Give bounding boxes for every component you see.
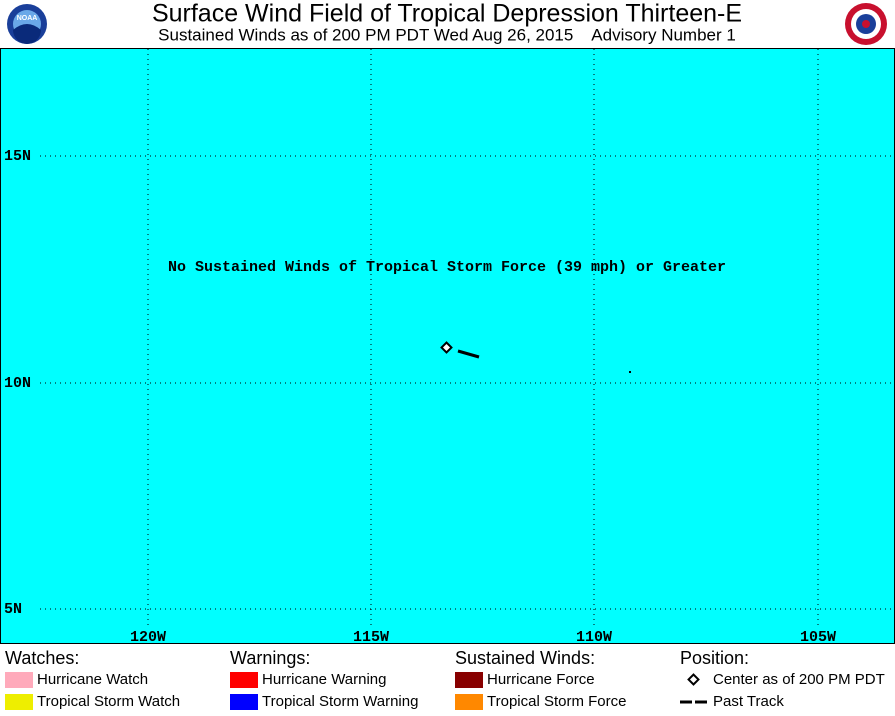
- legend-swatch: [5, 694, 33, 710]
- legend-label: Hurricane Watch: [37, 671, 148, 688]
- past-track: [457, 349, 480, 359]
- lon-label: 105W: [800, 629, 836, 646]
- track-point: [629, 371, 631, 373]
- legend-title: Watches:: [5, 648, 79, 668]
- legend-label: Hurricane Force: [487, 671, 595, 688]
- lon-label: 110W: [576, 629, 612, 646]
- svg-text:NOAA: NOAA: [17, 15, 38, 22]
- legend-label: Hurricane Warning: [262, 671, 387, 688]
- legend-title: Warnings:: [230, 648, 310, 668]
- noaa-logo: NOAA: [7, 4, 47, 44]
- nws-logo: [845, 3, 887, 45]
- storm-center: [440, 341, 453, 354]
- legend-swatch: [5, 672, 33, 688]
- legend-label: Past Track: [713, 693, 784, 710]
- legend-label: Tropical Storm Watch: [37, 693, 180, 710]
- lon-label: 115W: [353, 629, 389, 646]
- legend-swatch: [230, 694, 258, 710]
- legend-label: Tropical Storm Force: [487, 693, 626, 710]
- no-winds-message: No Sustained Winds of Tropical Storm For…: [168, 259, 726, 276]
- title: Surface Wind Field of Tropical Depressio…: [152, 0, 742, 28]
- legend-label: Tropical Storm Warning: [262, 693, 418, 710]
- legend-swatch: [230, 672, 258, 688]
- subtitle: Sustained Winds as of 200 PM PDT Wed Aug…: [158, 25, 736, 44]
- lat-label: 15N: [4, 148, 31, 165]
- lon-label: 120W: [130, 629, 166, 646]
- legend-swatch: [455, 672, 483, 688]
- legend-title: Position:: [680, 648, 749, 668]
- legend-title: Sustained Winds:: [455, 648, 595, 668]
- legend-swatch: [455, 694, 483, 710]
- lat-label: 5N: [4, 601, 22, 618]
- legend-label: Center as of 200 PM PDT: [713, 671, 885, 688]
- lat-label: 10N: [4, 375, 31, 392]
- legend-symbol: [687, 673, 700, 686]
